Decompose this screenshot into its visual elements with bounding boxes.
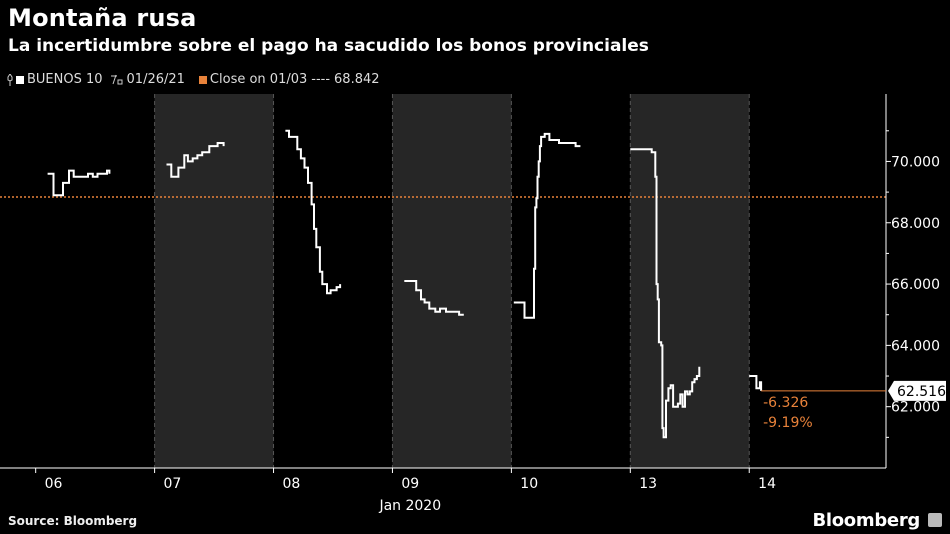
chart-subtitle: La incertidumbre sobre el pago ha sacudi… [8, 36, 649, 56]
series-segment-14 [749, 375, 763, 391]
chart-title: Montaña rusa [8, 4, 197, 32]
chart-icon [928, 513, 942, 527]
y-tick-label: 62.000 [891, 400, 940, 416]
series-segment-06 [47, 169, 111, 197]
last-value-box-shape [888, 380, 946, 401]
legend-lock-icon [110, 74, 123, 84]
x-tick-label: 14 [758, 476, 776, 492]
y-tick-label: 64.000 [891, 338, 940, 354]
x-tick-label: 09 [401, 476, 419, 492]
legend-reference-value: 68.842 [334, 72, 380, 87]
source-note: Source: Bloomberg [8, 514, 138, 528]
legend-pin-icon [7, 73, 13, 86]
x-tick-label: 13 [639, 476, 657, 492]
legend-reference-label: Close on 01/03 [209, 72, 308, 87]
legend-reference-swatch [198, 75, 207, 84]
series-segment-10 [513, 132, 581, 319]
legend-series-swatch [16, 75, 24, 84]
legend-series-label: BUENOS 10 [27, 72, 103, 87]
x-tick-label: 07 [164, 476, 182, 492]
last-value-box: 62.516 [888, 380, 946, 401]
x-tick-label: 06 [45, 476, 63, 492]
x-tick-label: 08 [282, 476, 300, 492]
bloomberg-logo: Bloomberg [812, 510, 920, 531]
last-value-label: 62.516 [897, 384, 946, 400]
change-absolute-label: -6.326 [763, 395, 808, 411]
shaded-day-13 [630, 94, 750, 468]
legend-reference: Close on 01/03 ---- 68.842 [198, 72, 380, 87]
legend-series: BUENOS 10 01/26/21 [6, 72, 185, 87]
series-segment-09 [404, 280, 464, 316]
y-tick-label: 68.000 [891, 216, 940, 232]
y-tick-label: 66.000 [891, 277, 940, 293]
series-segment-08 [285, 129, 342, 295]
x-tick-label: 10 [520, 476, 538, 492]
x-axis-ticks: 06 07 08 09 10 13 14 [35, 468, 776, 492]
series-buenos-10 [47, 129, 763, 439]
series-segment-07 [166, 142, 225, 178]
y-tick-label: 70.000 [891, 154, 940, 170]
change-percent-label: -9.19% [763, 415, 813, 431]
shaded-day-07 [154, 94, 274, 468]
series-segment-13 [630, 148, 701, 439]
y-axis-ticks: 62.000 64.000 66.000 68.000 70.000 [886, 130, 940, 438]
chart-legend: BUENOS 10 01/26/21 Close on 01/03 ---- 6… [6, 72, 394, 87]
legend-series-date: 01/26/21 [126, 72, 185, 87]
x-axis-label: Jan 2020 [378, 498, 441, 514]
legend-reference-dashes: ---- [311, 72, 331, 87]
shaded-days [154, 94, 750, 468]
